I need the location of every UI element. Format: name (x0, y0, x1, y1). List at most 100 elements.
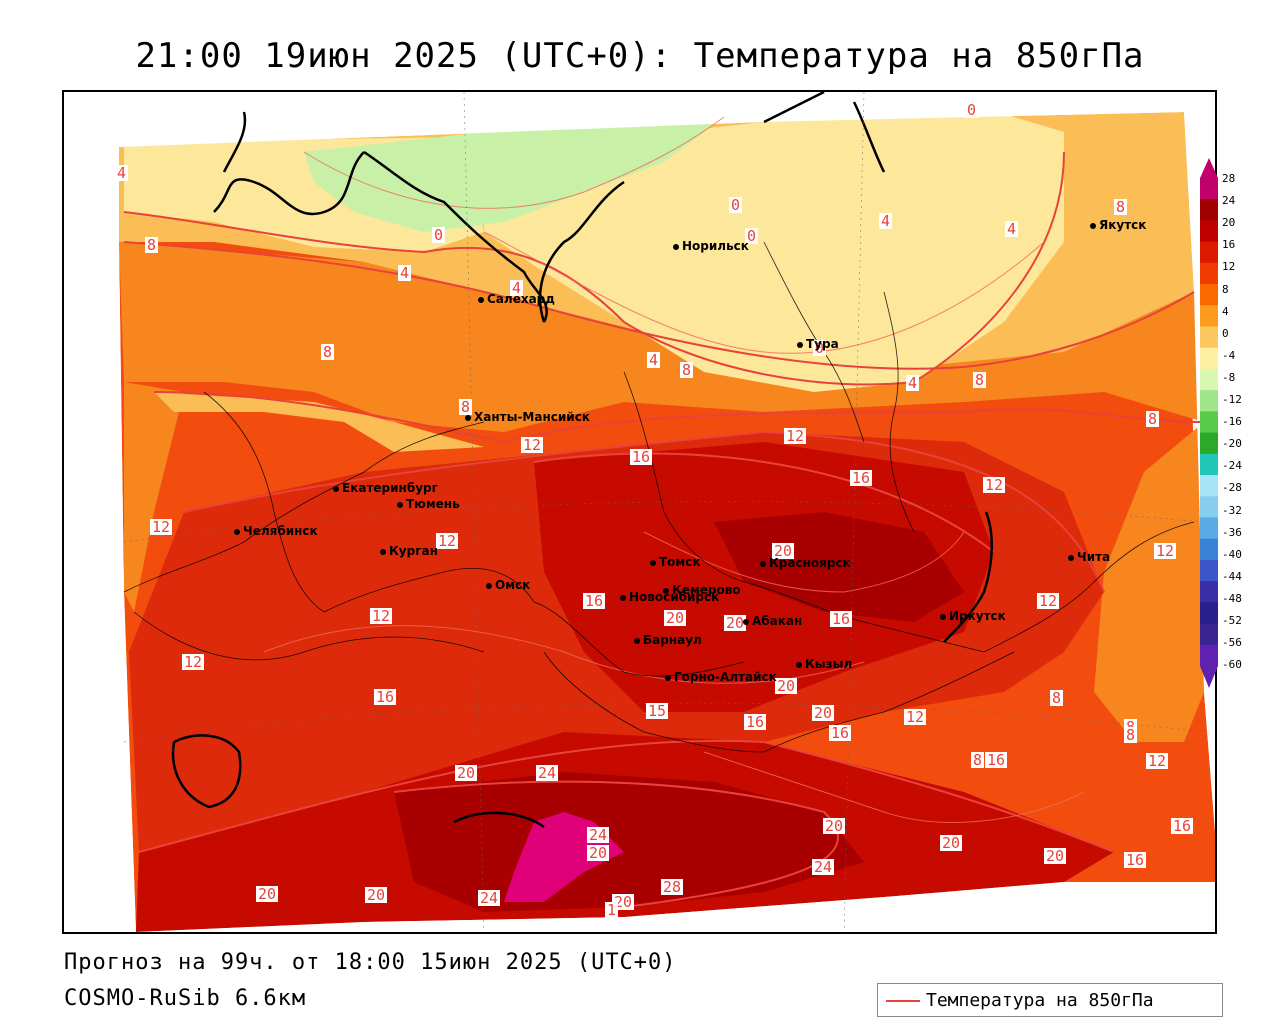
contour-label: 8 (459, 398, 473, 416)
contour-label: 24 (587, 826, 610, 844)
colorbar-swatch (1200, 432, 1218, 455)
contour-label: 12 (1037, 592, 1060, 610)
contour-label: 12 (1154, 542, 1177, 560)
colorbar-tick-label: -16 (1222, 415, 1242, 429)
contour-label: 12 (182, 653, 205, 671)
city-name: Красноярск (769, 556, 851, 570)
city-dot-icon (665, 674, 671, 681)
contour-label: 12 (784, 427, 807, 445)
city-dot-icon (797, 341, 803, 348)
city-dot-icon (1068, 554, 1074, 561)
colorbar-swatch (1200, 581, 1218, 603)
field-4-west (154, 392, 484, 452)
contour-label: 20 (256, 885, 279, 903)
contour-label: 16 (829, 724, 852, 742)
field-8-west (124, 382, 184, 612)
contour-label: 20 (775, 677, 798, 695)
city-name: Норильск (682, 239, 749, 253)
contour-label: 16 (850, 469, 873, 487)
contour-label: 20 (812, 704, 835, 722)
city-5: Екатеринбург (333, 481, 438, 495)
city-9: Омск (486, 578, 530, 592)
contour-label: 4 (398, 264, 412, 282)
city-dot-icon (940, 613, 946, 620)
model-name: COSMO-RuSib 6.6км (64, 986, 307, 1011)
contour-label: 20 (664, 609, 687, 627)
contour-label: 4 (1005, 220, 1019, 238)
field-minus4 (304, 117, 724, 232)
contour-label: 16 (583, 592, 606, 610)
city-dot-icon (1090, 222, 1096, 229)
city-dot-icon (465, 414, 471, 421)
field-8-east (1094, 422, 1204, 742)
colorbar-tick-label: 16 (1222, 238, 1236, 252)
city-name: Кызыл (805, 657, 853, 671)
contour-label: 15 (646, 702, 669, 720)
contour-label: 4 (906, 374, 920, 392)
colorbar-tick-label: -56 (1222, 636, 1242, 650)
colorbar-swatch (1200, 390, 1218, 412)
colorbar-tick-label: 8 (1222, 282, 1229, 296)
contour-label: 12 (521, 436, 544, 454)
city-name: Ханты-Мансийск (474, 410, 590, 424)
colorbar-tick-label: -40 (1222, 547, 1242, 561)
city-dot-icon (634, 637, 640, 644)
contour-label: 20 (823, 817, 846, 835)
colorbar-tick-label: 28 (1222, 172, 1236, 185)
isotherms (123, 151, 1205, 908)
city-11: Томск (650, 555, 701, 569)
city-dot-icon (486, 582, 492, 589)
colorbar-tick-label: -24 (1222, 459, 1242, 473)
colorbar-swatch (1200, 602, 1218, 625)
contour-label: 24 (536, 764, 559, 782)
colorbar-bottom-arrow (1200, 666, 1218, 688)
colorbar-top-arrow (1200, 158, 1218, 178)
field-24 (394, 772, 864, 912)
city-name: Горно-Алтайск (674, 670, 777, 684)
colorbar-swatch (1200, 220, 1218, 243)
domain-mask-bottom (136, 882, 1215, 932)
colorbar-swatch (1200, 368, 1218, 391)
city-name: Иркутск (949, 609, 1006, 623)
contour-label: 12 (150, 518, 173, 536)
contour-label: 8 (321, 343, 335, 361)
city-dot-icon (478, 296, 484, 303)
city-name: Тура (806, 337, 839, 351)
city-name: Кемерово (672, 583, 741, 597)
colorbar-swatch (1200, 347, 1218, 370)
contour-label: 4 (510, 279, 524, 297)
city-name: Тюмень (406, 497, 460, 511)
city-dot-icon (743, 618, 749, 625)
contour-label: 20 (587, 844, 610, 862)
colorbar-swatch (1200, 305, 1218, 328)
map-panel (62, 90, 1217, 934)
colorbar-swatch (1200, 262, 1218, 285)
contour-label: 0 (432, 226, 446, 244)
contour-label: 20 (455, 764, 478, 782)
contour-label: 28 (661, 878, 684, 896)
temperature-map (64, 92, 1215, 932)
colorbar-swatch (1200, 538, 1218, 561)
colorbar-tick-label: 12 (1222, 260, 1236, 274)
city-18: Иркутск (940, 609, 1006, 623)
colorbar-tick-label: -8 (1222, 370, 1236, 384)
city-name: Чита (1077, 550, 1111, 564)
coastlines (171, 92, 993, 829)
contour-label: 4 (879, 212, 893, 230)
contour-label: 8 (1146, 410, 1160, 428)
legend-line-swatch (886, 1000, 920, 1002)
city-8: Курган (380, 544, 438, 558)
contour-label: 0 (745, 227, 759, 245)
colorbar-tick-label: -20 (1222, 437, 1242, 451)
contour-label: 12 (983, 476, 1006, 494)
contour-label: 24 (812, 858, 835, 876)
city-name: Екатеринбург (342, 481, 438, 495)
city-4: Ханты-Мансийск (465, 410, 590, 424)
map-title: 21:00 19июн 2025 (UTC+0): Температура на… (135, 36, 1145, 76)
city-name: Барнаул (643, 633, 702, 647)
city-10: Новосибирск (620, 590, 719, 604)
contour-label: 16 (374, 688, 397, 706)
colorbar-tick-label: -4 (1222, 348, 1236, 362)
contour-label: 20 (724, 614, 747, 632)
contour-label: 16 (1171, 817, 1194, 835)
